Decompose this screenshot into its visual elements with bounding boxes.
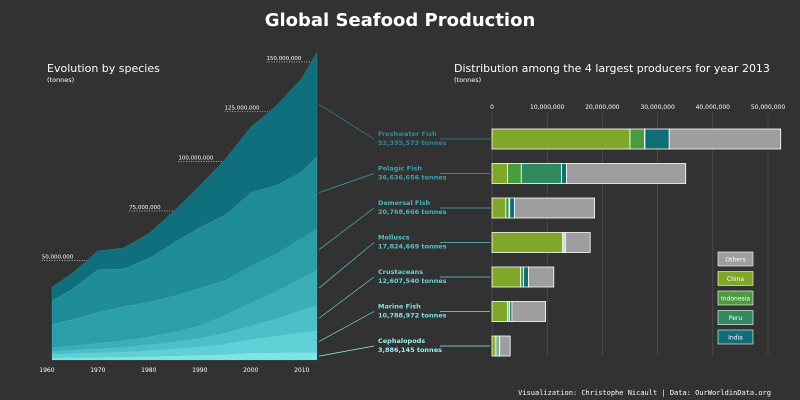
species-label-total: 52,335,573 tonnes (378, 139, 447, 147)
area-x-tick: 1970 (90, 367, 105, 374)
bar-segment-others (566, 163, 687, 184)
area-band-freshwater-fish (51, 51, 318, 302)
bar-x-tick: 20,000,000 (585, 104, 620, 111)
bar-segment-indonesia (507, 163, 522, 184)
bar-segment-china (491, 301, 508, 322)
legend-swatch-india (717, 329, 754, 345)
legend-swatch-others (717, 251, 754, 267)
legend-label-others: Others (725, 257, 745, 264)
species-connector (318, 207, 375, 250)
species-label-name: Marine Fish (378, 303, 421, 311)
bar-segment-india (561, 163, 567, 184)
legend-swatch-peru (717, 310, 754, 325)
bar-x-tick: 0 (490, 104, 494, 111)
bar-segment-others (528, 266, 555, 288)
species-connector (318, 173, 375, 194)
species-label-name: Cephalopods (378, 337, 425, 345)
legend-swatch-indonesia (717, 290, 754, 306)
species-connector (318, 242, 375, 289)
species-connector (318, 311, 375, 342)
area-chart: 1960 1970 1980 1990 2000 2010 50,000,000 75,000… (39, 51, 318, 374)
species-label-total: 17,824,669 tonnes (378, 243, 447, 251)
bar-segment-china (491, 128, 631, 150)
bar-segment-indonesia (505, 197, 510, 219)
species-label-total: 3,886,145 tonnes (378, 346, 442, 354)
legend: Others China Indonesia Peru India (717, 251, 754, 345)
bar-x-tick: 40,000,000 (696, 104, 731, 111)
bar-x-tick: 10,000,000 (530, 104, 565, 111)
area-x-tick: 2000 (243, 367, 258, 374)
bar-segment-others (668, 128, 782, 150)
footer-credits: Visualization: Christophe Nicault | Data… (518, 389, 771, 397)
bar-segment-indonesia (629, 128, 645, 150)
area-annotation-label: 150,000,000 (266, 56, 301, 62)
species-label-name: Freshwater Fish (378, 130, 437, 138)
bar-segment-peru (520, 163, 562, 184)
bar-segment-others (511, 301, 546, 322)
species-label-total: 10,788,972 tonnes (378, 312, 447, 320)
bar-segment-india (523, 266, 529, 288)
species-label-name: Crustaceans (378, 268, 423, 276)
species-label-total: 20,768,666 tonnes (378, 208, 447, 216)
bar-segment-indonesia (520, 266, 524, 288)
bar-segment-india (644, 128, 670, 150)
bar-segment-china (491, 163, 508, 184)
area-annotation-label: 125,000,000 (225, 106, 260, 112)
area-x-tick: 2010 (294, 367, 309, 374)
bar-segment-china (491, 335, 496, 357)
area-x-tick: 1960 (39, 367, 54, 374)
connector-lines (318, 104, 490, 357)
species-label-total: 12,607,540 tonnes (378, 277, 447, 285)
bar-segment-china (491, 266, 522, 288)
legend-label-peru: Peru (729, 315, 743, 322)
species-label-name: Demersal Fish (378, 199, 430, 207)
bar-segment-india (509, 197, 516, 219)
bar-chart-unit: (tonnes) (454, 76, 481, 84)
legend-label-indonesia: Indonesia (721, 296, 750, 303)
species-label-name: Pelagic Fish (378, 165, 422, 173)
species-label-name: Molluscs (378, 234, 410, 242)
species-connector (318, 345, 375, 357)
area-chart-unit: (tonnes) (47, 76, 74, 84)
legend-label-india: India (728, 335, 743, 342)
species-label-total: 36,636,656 tonnes (378, 174, 447, 182)
bar-segment-china (491, 232, 564, 253)
bar-chart-title: Distribution among the 4 largest produce… (454, 62, 770, 75)
bar-segment-others (514, 197, 595, 219)
bar-segment-china (491, 197, 507, 219)
page-title: Global Seafood Production (265, 10, 536, 31)
species-connector (318, 276, 375, 319)
bar-segment-others (565, 232, 591, 253)
area-annotation-label: 100,000,000 (178, 155, 213, 161)
legend-swatch-china (717, 271, 754, 286)
bar-x-tick: 50,000,000 (751, 104, 786, 111)
area-annotation-label: 75,000,000 (129, 205, 161, 211)
species-connector (318, 104, 375, 140)
area-chart-title: Evolution by species (47, 62, 160, 75)
area-x-tick: 1990 (192, 367, 207, 374)
legend-label-china: China (727, 276, 744, 283)
bar-x-tick: 30,000,000 (640, 104, 675, 111)
area-x-tick: 1980 (141, 367, 156, 374)
bar-segment-others (499, 335, 511, 357)
area-annotation-label: 50,000,000 (42, 255, 74, 261)
bar-chart: 0 10,000,000 20,000,000 30,000,000 40,000,00… (490, 104, 786, 357)
